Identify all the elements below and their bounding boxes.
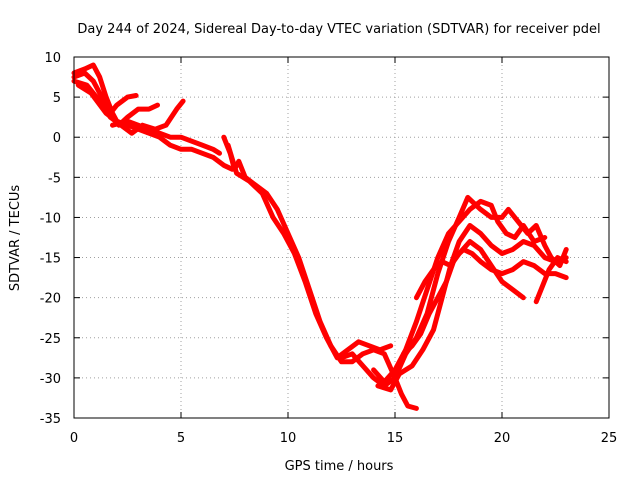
series-line-trace-10 xyxy=(375,223,569,393)
y-tick-label: -35 xyxy=(40,412,61,427)
y-tick-label: 10 xyxy=(44,51,61,66)
y-tick-label: -5 xyxy=(48,171,61,186)
x-tick-label: 25 xyxy=(601,431,618,446)
y-tick-label: 5 xyxy=(53,91,61,106)
x-tick-label: 5 xyxy=(177,431,185,446)
y-tick-label: -10 xyxy=(40,211,61,226)
y-tick-labels: 10 5 0 -5 -10 -15 -20 -25 -30 -35 xyxy=(40,51,61,427)
x-axis-label: GPS time / hours xyxy=(285,459,394,474)
y-axis-label: SDTVAR / TECUs xyxy=(8,185,23,292)
x-tick-label: 0 xyxy=(70,431,78,446)
series-line-trace-8 xyxy=(339,194,569,389)
series-line-trace-2 xyxy=(71,70,139,116)
series-line-trace-13 xyxy=(533,255,569,305)
series-line-trace-11 xyxy=(401,247,569,357)
y-tick-label: -25 xyxy=(40,332,61,347)
x-tick-label: 15 xyxy=(387,431,404,446)
series-line-trace-5 xyxy=(110,118,222,156)
x-tick-labels: 0 5 10 15 20 25 xyxy=(70,431,617,446)
series-line-trace-4 xyxy=(75,82,235,172)
y-tick-label: 0 xyxy=(53,131,61,146)
chart-title: Day 244 of 2024, Sidereal Day-to-day VTE… xyxy=(77,22,600,37)
y-tick-label: -20 xyxy=(40,292,61,307)
series-line-trace-12 xyxy=(413,239,526,301)
series-line-trace-7 xyxy=(225,142,394,361)
y-tick-label: -30 xyxy=(40,372,61,387)
data-series xyxy=(71,62,569,411)
y-tick-label: -15 xyxy=(40,252,61,267)
x-tick-label: 20 xyxy=(494,431,511,446)
x-tick-label: 10 xyxy=(280,431,297,446)
plot-frame xyxy=(73,56,610,419)
axis-ticks xyxy=(73,56,610,419)
